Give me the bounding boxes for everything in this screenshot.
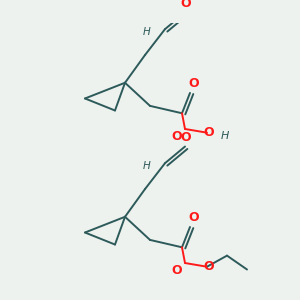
Text: O: O xyxy=(181,131,191,144)
Text: O: O xyxy=(181,0,191,10)
Text: O: O xyxy=(204,126,214,139)
Text: H: H xyxy=(143,161,151,171)
Text: H: H xyxy=(221,131,229,141)
Text: O: O xyxy=(204,260,214,273)
Text: O: O xyxy=(172,130,182,143)
Text: O: O xyxy=(172,264,182,277)
Text: O: O xyxy=(189,77,199,90)
Text: O: O xyxy=(189,211,199,224)
Text: H: H xyxy=(143,27,151,37)
